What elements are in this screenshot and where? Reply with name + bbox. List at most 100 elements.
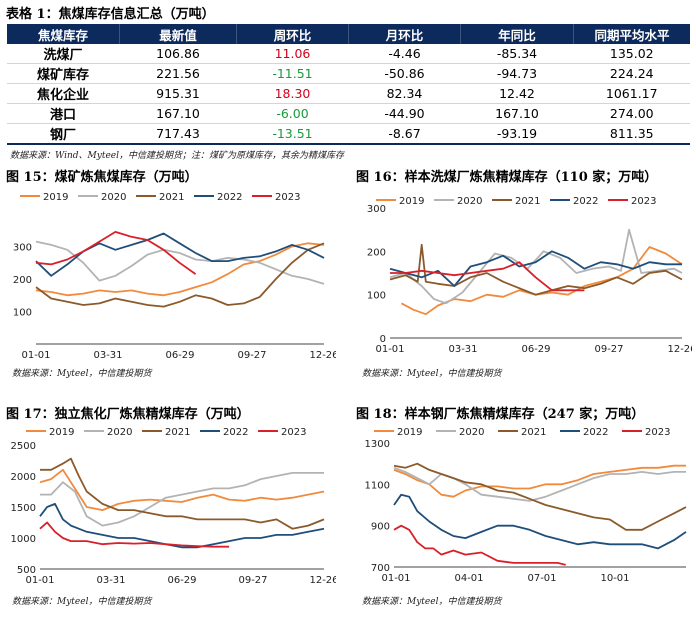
period-average: 224.24 (573, 63, 690, 84)
legend-label-2022: 2022 (217, 192, 242, 203)
row-name: 港口 (6, 103, 120, 124)
table-row: 焦化企业 915.31 18.30 82.34 12.42 1061.17 (6, 83, 690, 104)
series-line-2019 (393, 464, 686, 498)
latest-value: 167.10 (119, 103, 237, 124)
series-line-2020 (40, 472, 324, 527)
y-tick-label: 1000 (11, 534, 36, 545)
x-tick-label: 03-31 (96, 575, 125, 586)
chart-16-svg: 2019 2020 2021 2022 2023 0 100 200 300 01-01 03-31… (367, 196, 696, 355)
mom-change: 82.34 (348, 83, 461, 104)
yoy-change: -94.73 (460, 63, 574, 84)
series-line-2021 (389, 243, 683, 296)
x-tick-label: 12-26 (667, 344, 692, 355)
mom-change: -44.90 (348, 103, 461, 124)
x-tick-label: 09-27 (594, 344, 623, 355)
latest-value: 106.86 (119, 44, 237, 64)
wow-change: 11.06 (236, 44, 349, 64)
chart-17: 2019 2020 2021 2022 2023 500 1000 1500 2000 2500 0… (6, 421, 339, 595)
series-line-2019 (35, 242, 325, 297)
series-line-2020 (389, 228, 683, 305)
legend-label-2020: 2020 (101, 192, 126, 203)
y-tick-label: 200 (13, 275, 32, 286)
mom-change: -50.86 (348, 63, 461, 84)
table-source-note: 数据来源：Wind、Myteel，中信建投期货；注：煤矿为原煤库存，其余为精煤库… (10, 151, 344, 161)
x-tick-label: 01-01 (25, 575, 54, 586)
y-tick-label: 900 (371, 522, 390, 533)
header-cell: 年同比 (460, 24, 574, 44)
period-average: 135.02 (573, 44, 690, 64)
x-tick-label: 03-31 (93, 350, 122, 361)
wow-change: -13.51 (236, 123, 349, 145)
y-tick-label: 100 (13, 308, 32, 319)
x-tick-label: 09-27 (238, 575, 267, 586)
legend-label-2023: 2023 (631, 196, 656, 207)
legend-label-2021: 2021 (159, 192, 184, 203)
yoy-change: -85.34 (460, 44, 574, 64)
legend-label-2023: 2023 (645, 427, 670, 438)
legend-label-2019: 2019 (399, 196, 424, 207)
header-cell: 同期平均水平 (573, 24, 690, 44)
inventory-summary-table: 焦煤库存 最新值 周环比 月环比 年同比 同期平均水平 洗煤厂 106.86 1… (6, 24, 690, 145)
table-row: 港口 167.10 -6.00 -44.90 167.10 274.00 (6, 103, 690, 124)
yoy-change: 167.10 (460, 103, 574, 124)
chart-18-svg: 2019 2020 2021 2022 2023 700 900 1100 1300 01-01 0… (365, 427, 687, 584)
chart-16: 2019 2020 2021 2022 2023 0 100 200 300 01-01 03-31… (356, 186, 696, 368)
series-line-2023 (390, 261, 585, 292)
row-name: 焦化企业 (6, 83, 120, 104)
legend-label-2019: 2019 (43, 192, 68, 203)
mom-change: -4.46 (348, 44, 461, 64)
legend-label-2022: 2022 (573, 196, 598, 207)
y-tick-label: 200 (367, 247, 386, 258)
y-tick-label: 100 (367, 291, 386, 302)
series-line-2023 (393, 524, 566, 566)
series-line-2019 (39, 468, 325, 511)
chart-15-title: 图 15：煤矿炼焦煤库存（万吨） (6, 170, 198, 185)
chart-17-title: 图 17：独立焦化厂炼焦精煤库存（万吨） (6, 407, 250, 422)
legend-label-2023: 2023 (281, 427, 306, 438)
y-tick-label: 300 (13, 243, 32, 254)
wow-change: 18.30 (236, 83, 349, 104)
chart-18-source: 数据来源：Myteel，中信建投期货 (362, 597, 502, 607)
series-line-2021 (40, 457, 325, 530)
chart-17-svg: 2019 2020 2021 2022 2023 500 1000 1500 2000 2500 0… (11, 427, 339, 586)
x-tick-label: 01-01 (381, 573, 410, 584)
x-tick-label: 01-01 (21, 350, 50, 361)
x-tick-label: 12-26 (309, 575, 336, 586)
mom-change: -8.67 (348, 123, 461, 145)
legend-label-2021: 2021 (515, 196, 540, 207)
chart-18: 2019 2020 2021 2022 2023 700 900 1100 1300 01-01 0… (356, 421, 692, 595)
x-tick-label: 01-01 (375, 344, 404, 355)
y-tick-label: 500 (17, 565, 36, 576)
header-cell: 周环比 (236, 24, 349, 44)
latest-value: 915.31 (119, 83, 237, 104)
table-title: 表格 1：焦煤库存信息汇总（万吨） (6, 7, 215, 22)
x-tick-label: 06-29 (521, 344, 550, 355)
legend-label-2019: 2019 (397, 427, 422, 438)
chart-16-source: 数据来源：Myteel，中信建投期货 (362, 369, 502, 379)
x-tick-label: 04-01 (454, 573, 483, 584)
series-line-2023 (39, 521, 230, 548)
series-line-2023 (35, 231, 197, 275)
x-tick-label: 10-01 (600, 573, 629, 584)
series-line-2020 (35, 240, 325, 285)
x-tick-label: 03-31 (448, 344, 477, 355)
y-tick-label: 0 (380, 334, 386, 345)
y-tick-label: 300 (367, 204, 386, 215)
chart-15: 2019 2020 2021 2022 2023 100 200 300 01-01 03-31 0… (6, 186, 339, 368)
y-tick-label: 1100 (365, 480, 390, 491)
x-tick-label: 12-26 (309, 350, 336, 361)
series-line-2022 (35, 232, 325, 277)
y-tick-label: 2000 (11, 472, 36, 483)
legend-label-2021: 2021 (165, 427, 190, 438)
series-line-2022 (389, 250, 682, 287)
legend-label-2021: 2021 (521, 427, 546, 438)
x-tick-label: 06-29 (167, 575, 196, 586)
series-line-2022 (393, 493, 687, 550)
chart-16-title: 图 16：样本洗煤厂炼焦精煤库存（110 家；万吨） (356, 170, 658, 185)
legend-label-2019: 2019 (49, 427, 74, 438)
yoy-change: -93.19 (460, 123, 574, 145)
chart-15-source: 数据来源：Myteel，中信建投期货 (12, 369, 152, 379)
row-name: 煤矿库存 (6, 63, 120, 84)
wow-change: -11.51 (236, 63, 349, 84)
legend-label-2020: 2020 (457, 196, 482, 207)
